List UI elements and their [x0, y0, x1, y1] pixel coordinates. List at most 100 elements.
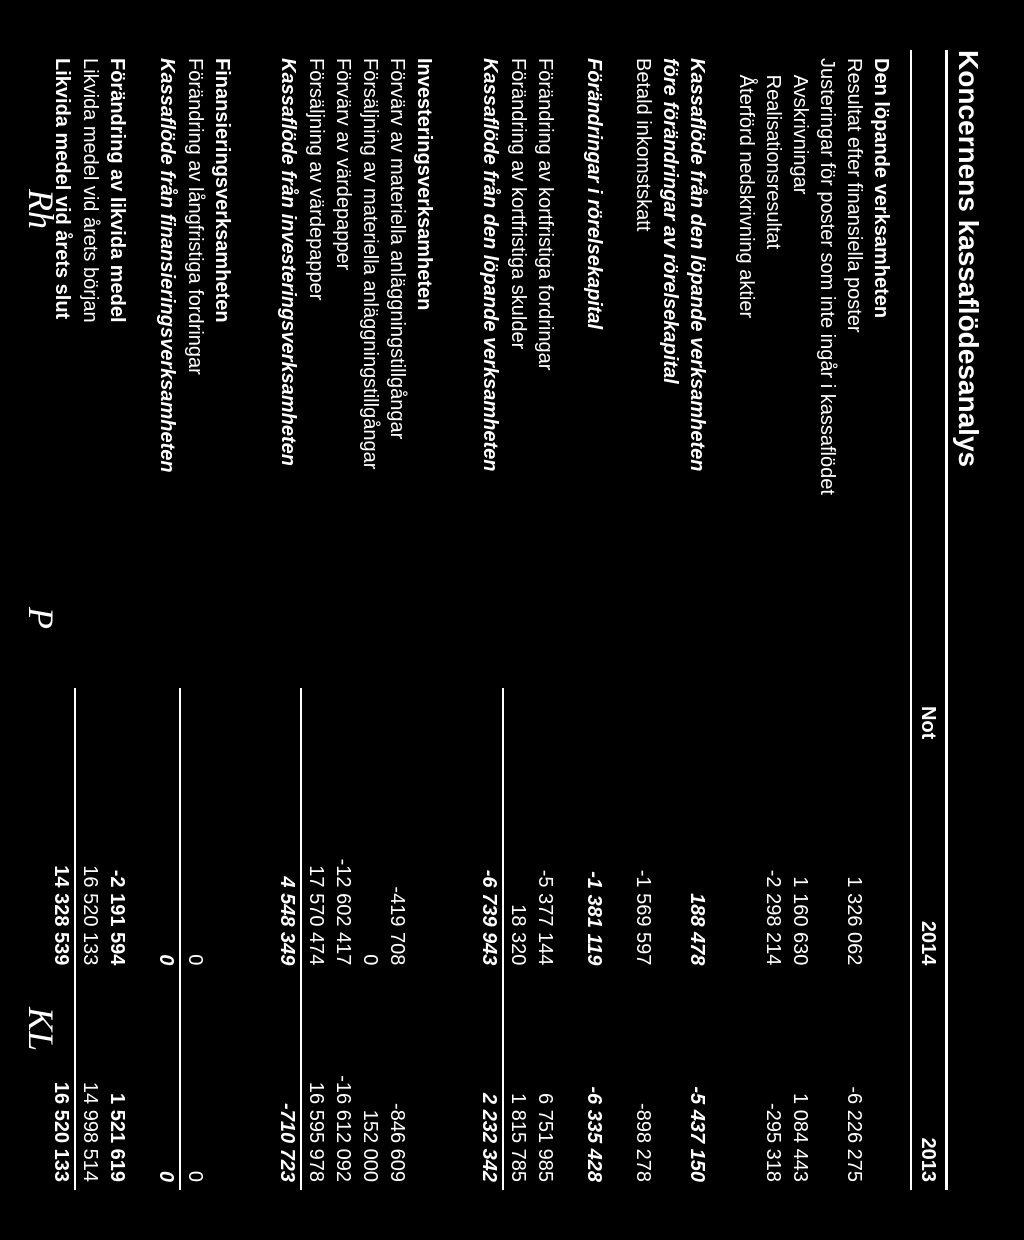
- row-y1: -5 377 144: [531, 757, 558, 974]
- row-y2: -6 226 275: [840, 973, 867, 1190]
- table-row: Förändring av likvida medel-2 191 5941 5…: [103, 50, 130, 1190]
- row-not: [786, 688, 813, 756]
- row-not: [103, 688, 130, 756]
- row-not: [629, 688, 656, 756]
- table-row: Finansieringsverksamheten: [208, 50, 251, 1190]
- row-y1: 0: [180, 757, 208, 974]
- row-y2: 1 084 443: [786, 973, 813, 1190]
- row-not: [273, 688, 301, 756]
- row-y1: 17 570 474: [301, 757, 329, 974]
- signature-3: KL: [20, 1007, 62, 1051]
- row-label: Resultat efter finansiella poster: [840, 50, 867, 688]
- table-row: Avskrivningar1 160 6301 084 443: [786, 50, 813, 1190]
- row-y1: -1 381 119: [580, 757, 607, 974]
- row-y1: [732, 757, 759, 974]
- row-y1: [410, 757, 453, 974]
- row-y2: 2 232 342: [475, 973, 503, 1190]
- row-not: [75, 688, 103, 756]
- table-row: [558, 50, 580, 1190]
- row-y2: [410, 973, 453, 1190]
- signature-2: P: [20, 607, 62, 629]
- table-row: [710, 50, 732, 1190]
- row-label: Finansieringsverksamheten: [208, 50, 251, 688]
- row-label: Förvärv av värdepapper: [329, 50, 356, 688]
- table-row: Förändring av långfristiga fordringar00: [180, 50, 208, 1190]
- row-not: [759, 688, 786, 756]
- row-y2: -295 318: [759, 973, 786, 1190]
- table-row: Förändring av kortfristiga fordringar -5 …: [531, 50, 558, 1190]
- row-label: Avskrivningar: [786, 50, 813, 688]
- row-not: [356, 688, 383, 756]
- row-label: Förändring av kortfristiga fordringar: [531, 50, 558, 688]
- row-y2: -5 437 150: [683, 973, 710, 1190]
- row-not: [580, 688, 607, 756]
- row-not: [208, 688, 251, 756]
- row-label: Likvida medel vid årets början: [75, 50, 103, 688]
- table-row: [130, 50, 152, 1190]
- row-y2: 1 521 619: [103, 973, 130, 1190]
- table-row: Den löpande verksamheten: [867, 50, 911, 1190]
- row-y2: -6 335 428: [580, 973, 607, 1190]
- table-row: Förvärv av materiella anläggningstillgån…: [383, 50, 410, 1190]
- signature-1: Rh: [20, 189, 62, 229]
- table-row: före förändringar av rörelsekapital: [656, 50, 683, 1190]
- row-y2: -898 278: [629, 973, 656, 1190]
- row-y2: 16 595 978: [301, 973, 329, 1190]
- row-y2: 14 998 514: [75, 973, 103, 1190]
- row-y2: [208, 973, 251, 1190]
- table-row: [251, 50, 273, 1190]
- table-row: Återförd nedskrivning aktier: [732, 50, 759, 1190]
- row-y1: [208, 757, 251, 974]
- row-y2: 152 000: [356, 973, 383, 1190]
- row-y2: 0: [152, 973, 180, 1190]
- row-not: [329, 688, 356, 756]
- table-row: [453, 50, 475, 1190]
- col-2013: 2013: [911, 973, 943, 1190]
- row-label: Investeringsverksamheten: [410, 50, 453, 688]
- row-y2: [867, 973, 911, 1190]
- row-y1: 18 320: [503, 757, 531, 974]
- col-label: [911, 50, 943, 688]
- row-y2: [813, 973, 840, 1190]
- row-y1: -419 708: [383, 757, 410, 974]
- table-row: Realisationsresultat-2 298 214-295 318: [759, 50, 786, 1190]
- signatures: Rh P KL: [20, 0, 62, 1240]
- row-not: [840, 688, 867, 756]
- row-label: Förändring av likvida medel: [103, 50, 130, 688]
- row-label: Försäljning av värdepapper: [301, 50, 329, 688]
- row-y2: 1 815 785: [503, 973, 531, 1190]
- row-not: [656, 688, 683, 756]
- row-label: Försäljning av materiella anläggningstil…: [356, 50, 383, 688]
- row-y1: [813, 757, 840, 974]
- row-y2: -710 723: [273, 973, 301, 1190]
- table-row: Kassaflöde från den löpande verksamheten…: [683, 50, 710, 1190]
- row-y1: 1 326 062: [840, 757, 867, 974]
- row-y1: -12 602 417: [329, 757, 356, 974]
- row-not: [410, 688, 453, 756]
- row-y1: 0: [356, 757, 383, 974]
- cashflow-table: Not 2014 2013 Den löpande verksamhetenRe…: [47, 50, 943, 1190]
- table-row: Försäljning av materiella anläggningstil…: [356, 50, 383, 1190]
- row-label: Kassaflöde från den löpande verksamheten: [475, 50, 503, 688]
- row-label: Betald inkomstskatt: [629, 50, 656, 688]
- table-row: Likvida medel vid årets början16 520 133…: [75, 50, 103, 1190]
- page-title: Koncernens kassaflödesanalys: [945, 50, 984, 1190]
- table-row: Förvärv av värdepapper-12 602 417-16 612…: [329, 50, 356, 1190]
- row-y1: [656, 757, 683, 974]
- row-y2: [656, 973, 683, 1190]
- row-y1: -1 569 597: [629, 757, 656, 974]
- table-row: Kassaflöde från investeringsverksamheten…: [273, 50, 301, 1190]
- row-y2: 6 751 985: [531, 973, 558, 1190]
- table-row: Försäljning av värdepapper 17 570 47416 5…: [301, 50, 329, 1190]
- table-row: [607, 50, 629, 1190]
- row-not: [152, 688, 180, 756]
- row-label: Den löpande verksamheten: [867, 50, 911, 688]
- row-label: Förändring av kortfristiga skulder: [503, 50, 531, 688]
- row-y1: -6 739 943: [475, 757, 503, 974]
- table-row: Förändring av kortfristiga skulder 18 320…: [503, 50, 531, 1190]
- row-label: före förändringar av rörelsekapital: [656, 50, 683, 688]
- row-label: Förvärv av materiella anläggningstillgån…: [383, 50, 410, 688]
- row-not: [531, 688, 558, 756]
- row-label: Återförd nedskrivning aktier: [732, 50, 759, 688]
- row-label: Kassaflöde från investeringsverksamheten: [273, 50, 301, 688]
